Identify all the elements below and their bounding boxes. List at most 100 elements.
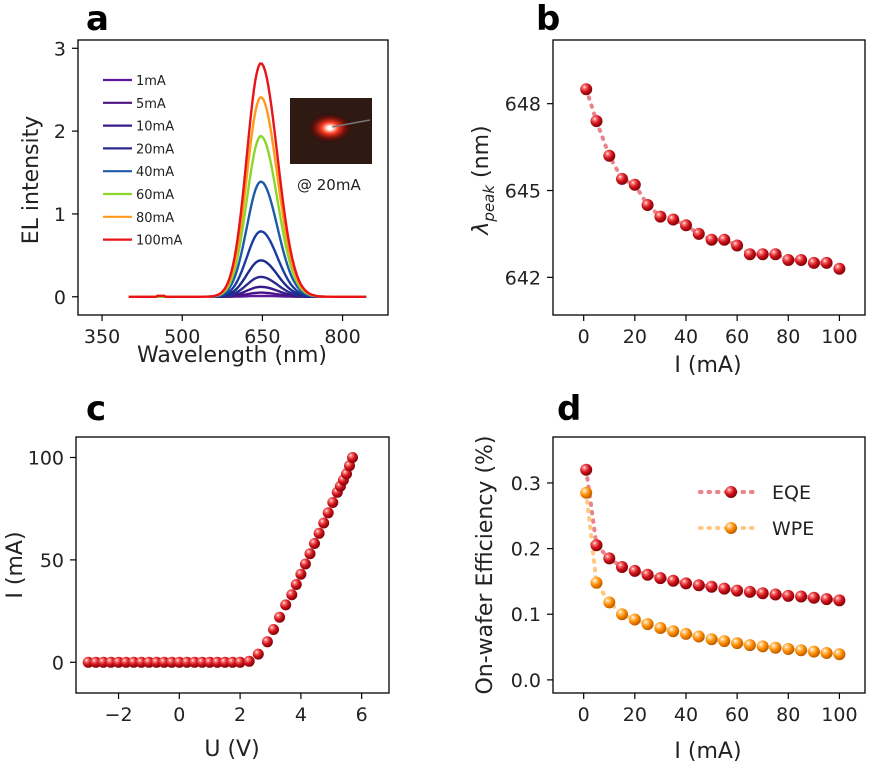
- panel-label-d: d: [557, 389, 581, 429]
- data-point-c: [274, 611, 286, 623]
- x-tick-label-d: 100: [821, 704, 857, 726]
- data-point-c: [135, 656, 147, 668]
- data-point-b: [603, 149, 616, 162]
- y-axis-label-d: On-wafer Efficiency (%): [473, 435, 498, 694]
- data-point-b: [590, 115, 603, 128]
- legend-eqe-marker: [725, 486, 737, 498]
- y-tick-label-c: 0: [52, 652, 64, 674]
- data-point-c: [128, 656, 140, 668]
- x-axis-label-c: U (V): [204, 737, 259, 762]
- data-point-b: [782, 254, 795, 266]
- plot-frame-b: [552, 39, 866, 316]
- data-point-wpe: [692, 630, 705, 643]
- x-tick-label-a: 350: [84, 326, 120, 348]
- data-point-eqe: [628, 564, 641, 577]
- y-tick-label-a: 1: [54, 204, 66, 226]
- x-tick-label-d: 80: [776, 704, 800, 726]
- data-point-eqe: [807, 591, 820, 604]
- x-tick-label-b: 60: [725, 326, 749, 348]
- data-point-b: [692, 227, 705, 240]
- data-point-wpe: [654, 622, 667, 634]
- panel-label-a: a: [86, 0, 109, 39]
- data-point-eqe: [820, 593, 833, 606]
- data-point-c: [327, 497, 339, 508]
- legend-a-label: 20mA: [136, 142, 174, 157]
- inset-photo: [290, 98, 372, 164]
- legend-a-label: 100mA: [136, 234, 182, 249]
- data-point-wpe: [628, 613, 641, 626]
- data-point-c: [318, 517, 330, 529]
- data-point-c: [309, 538, 320, 549]
- data-point-b: [769, 248, 782, 261]
- legend-wpe-label: WPE: [772, 518, 814, 540]
- y-tick-label-a: 3: [54, 38, 66, 60]
- y-axis-label-b: λpeak (nm): [469, 125, 498, 235]
- data-point-wpe: [616, 608, 628, 621]
- data-point-c: [290, 579, 302, 590]
- data-point-b: [654, 210, 667, 223]
- y-tick-label-d: 0.1: [511, 604, 541, 626]
- data-point-wpe: [769, 641, 782, 654]
- data-point-c: [252, 648, 264, 660]
- plot-frame-a: [77, 39, 389, 316]
- data-point-c: [322, 507, 334, 519]
- data-point-b: [628, 178, 641, 191]
- data-point-b: [807, 256, 820, 269]
- panel-b-peak-wavelength: 0 20 40 60 80 100 642 645 648 I (mA) λpeak (nm): [469, 39, 866, 378]
- data-point-c: [189, 656, 200, 668]
- data-point-eqe: [590, 539, 603, 552]
- data-point-c: [166, 656, 178, 668]
- y-tick-label-d: 0.3: [511, 473, 541, 495]
- inset-caption: @ 20mA: [297, 176, 361, 194]
- data-point-c: [120, 656, 132, 668]
- data-point-wpe: [590, 576, 603, 589]
- legend-eqe-label: EQE: [772, 482, 811, 504]
- data-point-c: [280, 599, 292, 611]
- data-point-b: [718, 233, 731, 246]
- data-point-c: [243, 655, 255, 667]
- x-tick-label-b: 40: [674, 326, 698, 348]
- x-tick-label-d: 40: [674, 704, 698, 726]
- data-point-b: [833, 262, 846, 275]
- legend-wpe-marker: [725, 522, 737, 534]
- data-point-eqe: [743, 585, 756, 598]
- x-tick-label-a: 500: [164, 326, 200, 348]
- data-point-c: [158, 656, 170, 668]
- data-point-eqe: [769, 588, 782, 601]
- data-point-wpe: [820, 647, 833, 659]
- data-point-c: [347, 452, 358, 463]
- plot-frame-c: [75, 436, 390, 694]
- x-axis-label-b: I (mA): [674, 353, 741, 378]
- legend-a-label: 40mA: [136, 165, 174, 180]
- x-tick-label-b: 0: [578, 326, 590, 348]
- data-point-b: [705, 233, 718, 246]
- data-point-c: [313, 527, 325, 539]
- legend-d: EQE WPE: [698, 482, 814, 540]
- y-tick-label-d: 0.0: [511, 670, 541, 692]
- x-tick-label-b: 100: [821, 326, 857, 348]
- legend-a-label: 80mA: [136, 211, 174, 226]
- data-point-eqe: [756, 587, 769, 600]
- plot-frame-d: [552, 436, 866, 694]
- data-point-b: [580, 83, 593, 96]
- x-tick-label-a: 800: [324, 326, 360, 348]
- data-point-c: [151, 656, 162, 668]
- probe-needle: [331, 119, 371, 128]
- y-tick-label-b: 648: [505, 94, 541, 116]
- legend-a-label: 5mA: [136, 97, 166, 112]
- x-tick-label-c: 0: [173, 704, 185, 726]
- data-point-c: [196, 656, 208, 668]
- data-point-eqe: [692, 579, 705, 592]
- x-tick-label-c: 4: [295, 704, 307, 726]
- data-point-wpe: [807, 645, 820, 658]
- x-axis-label-d: I (mA): [674, 739, 741, 764]
- data-point-eqe: [795, 590, 808, 603]
- x-tick-label-b: 20: [623, 326, 647, 348]
- data-point-c: [204, 656, 216, 668]
- legend-a: 1mA 5mA 10mA 20mA 40mA 60mA 80mA 100mA: [103, 74, 182, 249]
- data-point-c: [173, 656, 185, 668]
- data-point-eqe: [667, 574, 680, 587]
- data-point-eqe: [731, 584, 744, 597]
- data-point-c: [234, 656, 246, 668]
